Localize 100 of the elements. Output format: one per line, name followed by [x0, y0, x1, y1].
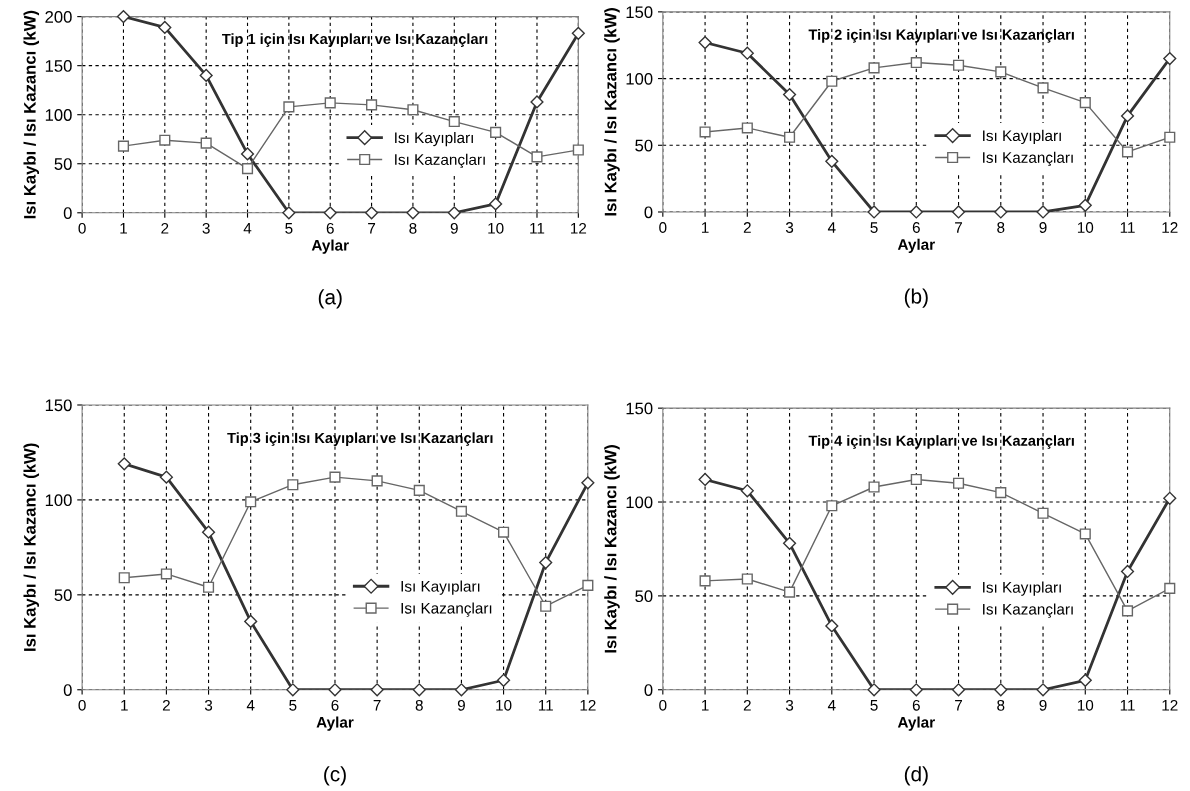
point: [202, 581, 215, 593]
point: [241, 163, 254, 175]
point: [782, 87, 797, 102]
point: [1036, 683, 1050, 697]
x-tick-label: 5: [870, 222, 878, 233]
point: [698, 35, 712, 50]
x-tick-label: 4: [827, 700, 836, 711]
point: [741, 573, 753, 585]
x-tick-label: 2: [161, 222, 169, 234]
y-tick-label: 0: [644, 684, 653, 696]
point: [286, 683, 300, 697]
legend-label: Isı Kayıpları: [395, 131, 473, 147]
x-tick-label: 8: [415, 699, 423, 711]
point: [364, 206, 379, 220]
point: [825, 619, 839, 633]
point: [158, 20, 172, 34]
point: [412, 683, 426, 697]
y-tick-label: 100: [626, 72, 653, 85]
x-axis-title: Aylar: [311, 239, 349, 254]
y-axis-title: Isı Kaybı / Isı Kazancı (kW): [604, 445, 620, 653]
point: [994, 205, 1008, 219]
y-tick-label: 0: [644, 206, 653, 219]
text: (b): [904, 288, 928, 308]
y-axis-title: Isı Kaybı / Isı Kazancı (kW): [23, 443, 40, 651]
point: [784, 131, 796, 143]
y-tick-label: 50: [635, 139, 653, 152]
point: [490, 126, 502, 138]
point: [117, 140, 130, 152]
text: Tip 3 için Isı Kayıpları ve Isı Kazançları: [227, 432, 493, 446]
x-tick-label: 7: [368, 223, 376, 234]
legend-label: Isı Kazançları: [401, 602, 492, 617]
y-tick-label: 0: [63, 684, 72, 696]
x-tick-label: 1: [701, 700, 709, 711]
point: [240, 147, 255, 161]
x-tick-label: 3: [785, 699, 794, 711]
x-tick-label: 6: [326, 222, 334, 234]
x-tick-label: 9: [450, 222, 458, 234]
y-tick-label: 200: [45, 11, 72, 23]
point: [1163, 491, 1177, 505]
y-axis-title: Isı Kaybı / Isı Kazancı (kW): [604, 8, 620, 216]
point: [995, 66, 1007, 78]
legend-label: Isı Kazançları: [983, 603, 1073, 618]
x-axis-title: Aylar: [897, 238, 935, 253]
legend-label: Isı Kayıpları: [983, 129, 1061, 145]
point: [454, 683, 469, 697]
point: [498, 526, 510, 538]
x-tick-label: 6: [912, 699, 920, 711]
y-tick-label: 100: [45, 109, 72, 121]
x-tick-label: 0: [659, 222, 667, 233]
y-tick-label: 100: [626, 496, 653, 509]
x-tick-label: 7: [373, 700, 381, 711]
point: [455, 505, 467, 517]
point: [698, 472, 712, 487]
point: [782, 536, 797, 550]
x-tick-label: 3: [204, 699, 213, 711]
point: [1121, 605, 1134, 617]
x-tick-label: 4: [246, 700, 255, 711]
x-tick-label: 8: [997, 222, 1005, 233]
text: (c): [324, 766, 346, 786]
y-tick-label: 150: [45, 399, 72, 412]
point: [581, 476, 595, 490]
point: [909, 683, 923, 697]
x-tick-label: 0: [78, 222, 86, 234]
point: [1078, 673, 1092, 687]
point: [366, 99, 378, 111]
point: [572, 144, 584, 156]
x-tick-label: 4: [827, 222, 836, 233]
x-tick-label: 11: [1120, 222, 1135, 233]
x-tick-label: 1: [121, 700, 128, 711]
x-tick-label: 2: [743, 222, 751, 233]
point: [448, 116, 460, 128]
point: [531, 151, 543, 163]
text: (d): [904, 766, 928, 786]
point: [951, 683, 966, 697]
x-tick-label: 2: [162, 699, 170, 711]
y-tick-label: 150: [626, 6, 653, 19]
point: [159, 134, 171, 146]
x-tick-label: 11: [1120, 700, 1135, 711]
x-tick-label: 10: [496, 699, 512, 711]
x-tick-label: 12: [1162, 222, 1178, 233]
point: [1078, 198, 1092, 212]
x-tick-label: 11: [530, 223, 545, 234]
point: [244, 614, 258, 628]
legend-label: Isı Kayıpları: [983, 581, 1061, 596]
y-tick-label: 150: [45, 60, 72, 72]
x-tick-label: 12: [571, 222, 587, 234]
x-axis-title: Aylar: [897, 716, 935, 731]
x-tick-label: 9: [1039, 699, 1047, 711]
x-tick-label: 8: [409, 222, 417, 234]
point: [245, 496, 257, 508]
x-tick-label: 11: [538, 700, 553, 711]
point: [1120, 564, 1135, 579]
point: [287, 479, 299, 491]
point: [160, 568, 172, 580]
point: [447, 206, 461, 220]
point: [994, 683, 1008, 697]
point: [868, 62, 880, 74]
point: [868, 481, 880, 493]
y-tick-label: 100: [45, 494, 72, 507]
point: [582, 579, 594, 591]
